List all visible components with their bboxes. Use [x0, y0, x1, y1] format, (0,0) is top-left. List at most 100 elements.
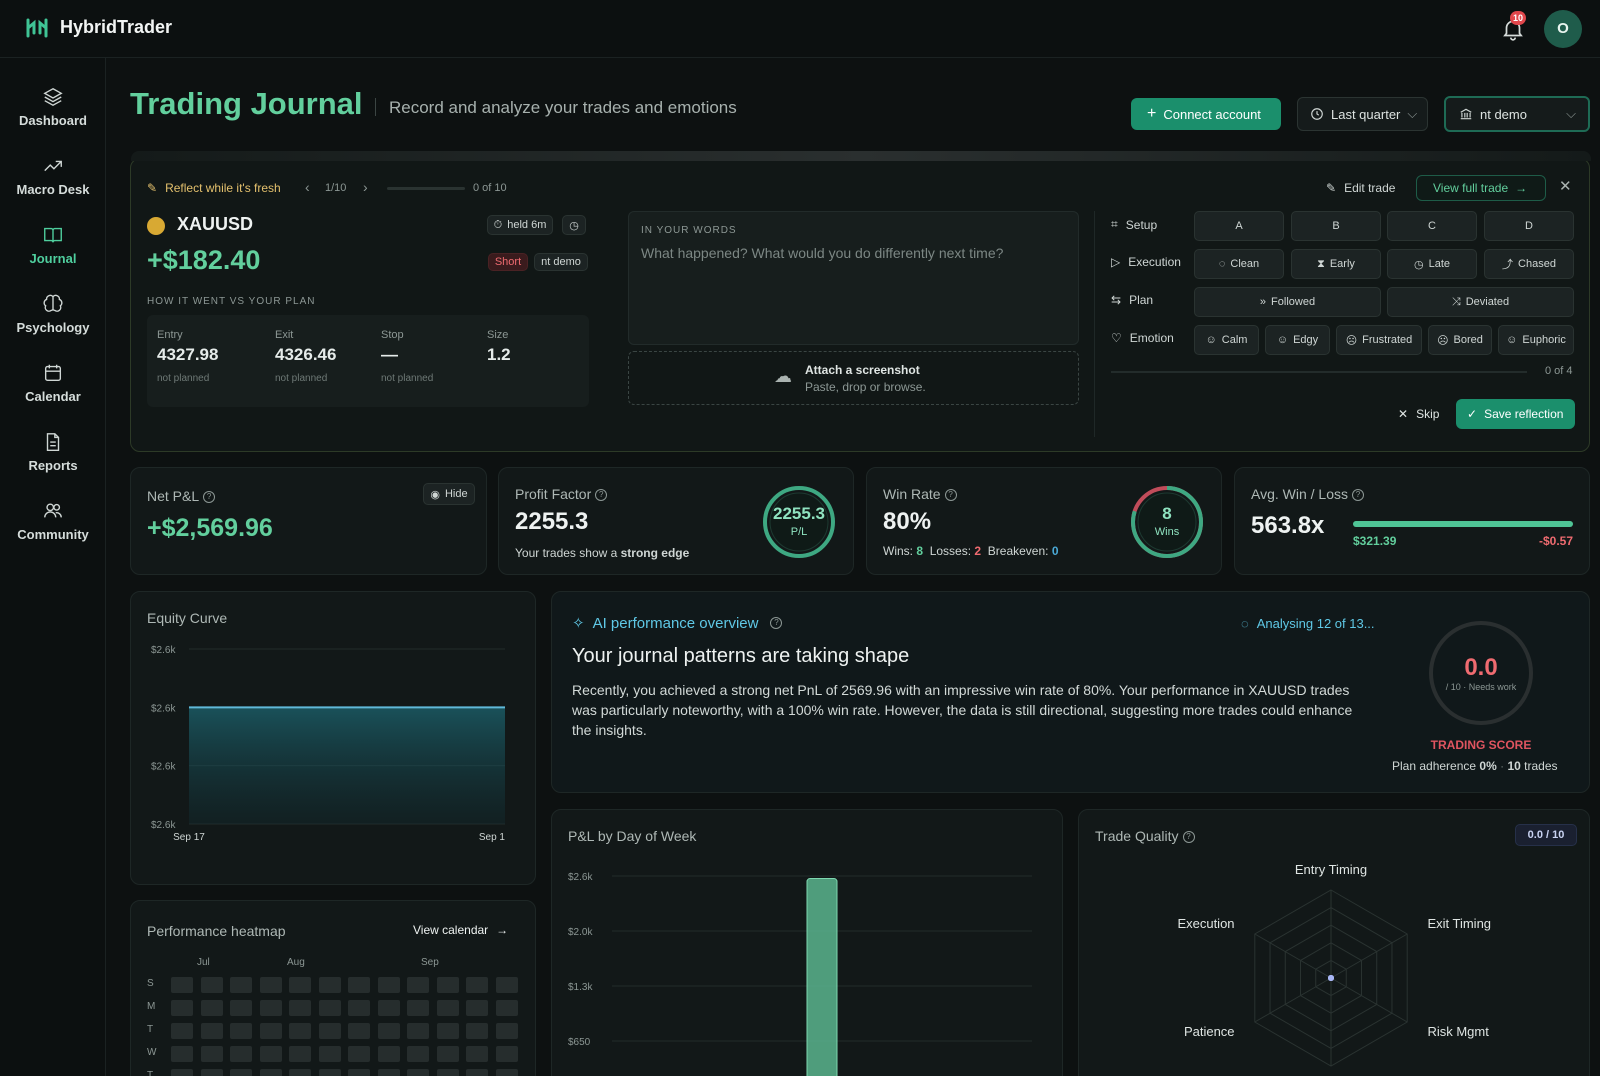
sidebar-item-reports[interactable]: Reports — [0, 431, 106, 491]
heatmap-cell[interactable] — [377, 1000, 400, 1016]
heatmap-cell[interactable] — [171, 1046, 193, 1062]
help-icon[interactable]: ? — [944, 489, 957, 502]
heatmap-cell[interactable] — [318, 1000, 341, 1016]
heatmap-cell[interactable] — [289, 1000, 311, 1016]
setup-option-d[interactable]: D — [1484, 211, 1574, 241]
view-calendar-link[interactable]: View calendar → — [413, 923, 508, 937]
chevron-right-icon[interactable]: › — [363, 179, 368, 195]
emotion-option-euphoric[interactable]: ☺ Euphoric — [1498, 325, 1574, 355]
sidebar-item-community[interactable]: Community — [0, 500, 106, 560]
edit-trade-button[interactable]: ✎ Edit trade — [1326, 181, 1395, 195]
heatmap-cell[interactable] — [289, 1046, 311, 1062]
heatmap-cell[interactable] — [289, 977, 311, 993]
heatmap-cell[interactable] — [230, 1000, 252, 1016]
heatmap-cell[interactable] — [230, 977, 252, 993]
heatmap-cell[interactable] — [200, 1046, 223, 1062]
heatmap-cell[interactable] — [407, 1046, 429, 1062]
heatmap-cell[interactable] — [466, 1023, 488, 1039]
skip-button[interactable]: ✕ Skip — [1398, 407, 1439, 421]
heatmap-cell[interactable] — [289, 1069, 311, 1076]
hide-button[interactable]: ◉ Hide — [423, 483, 475, 505]
sidebar-item-dashboard[interactable]: Dashboard — [0, 86, 106, 146]
heatmap-cell[interactable] — [200, 1000, 223, 1016]
clock-button[interactable]: ◷ — [562, 215, 586, 235]
help-icon[interactable]: ? — [203, 491, 216, 504]
heatmap-cell[interactable] — [259, 1069, 282, 1076]
heatmap-cell[interactable] — [318, 1046, 341, 1062]
heatmap-cell[interactable] — [466, 977, 488, 993]
heatmap-cell[interactable] — [495, 1046, 518, 1062]
heatmap-cell[interactable] — [407, 1069, 429, 1076]
heatmap-cell[interactable] — [259, 1046, 282, 1062]
heatmap-cell[interactable] — [495, 1069, 518, 1076]
avatar[interactable]: O — [1544, 10, 1582, 48]
heatmap-cell[interactable] — [377, 1023, 400, 1039]
heatmap-cell[interactable] — [348, 1069, 370, 1076]
heatmap-cell[interactable] — [289, 1023, 311, 1039]
heatmap-cell[interactable] — [436, 1069, 459, 1076]
heatmap-cell[interactable] — [348, 1046, 370, 1062]
heatmap-cell[interactable] — [436, 1000, 459, 1016]
heatmap-cell[interactable] — [259, 977, 282, 993]
period-select[interactable]: Last quarter ⌵ — [1297, 97, 1428, 131]
heatmap-cell[interactable] — [318, 977, 341, 993]
heatmap-cell[interactable] — [377, 1069, 400, 1076]
emotion-option-bored[interactable]: ☹ Bored — [1428, 325, 1492, 355]
heatmap-cell[interactable] — [348, 1023, 370, 1039]
heatmap-cell[interactable] — [348, 1000, 370, 1016]
execution-option-early[interactable]: ⧗ Early — [1291, 249, 1381, 279]
sidebar-item-psychology[interactable]: Psychology — [0, 293, 106, 353]
heatmap-cell[interactable] — [348, 977, 370, 993]
execution-option-chased[interactable]: ⤴ Chased — [1484, 249, 1574, 279]
heatmap-cell[interactable] — [436, 977, 459, 993]
heatmap-cell[interactable] — [495, 1023, 518, 1039]
emotion-option-frustrated[interactable]: ☹ Frustrated — [1336, 325, 1422, 355]
heatmap-cell[interactable] — [407, 1000, 429, 1016]
heatmap-cell[interactable] — [407, 1023, 429, 1039]
heatmap-cell[interactable] — [200, 1023, 223, 1039]
heatmap-cell[interactable] — [230, 1023, 252, 1039]
account-select[interactable]: nt demo ⌵ — [1444, 96, 1590, 132]
heatmap-cell[interactable] — [230, 1046, 252, 1062]
help-icon[interactable]: ? — [595, 489, 608, 502]
view-full-trade-button[interactable]: View full trade → — [1416, 175, 1546, 201]
attach-screenshot-dropzone[interactable]: ☁ Attach a screenshot Paste, drop or bro… — [628, 351, 1079, 405]
sidebar-item-macro-desk[interactable]: Macro Desk — [0, 155, 106, 215]
heatmap-cell[interactable] — [436, 1023, 459, 1039]
emotion-option-edgy[interactable]: ☺ Edgy — [1265, 325, 1330, 355]
heatmap-cell[interactable] — [171, 1000, 193, 1016]
heatmap-cell[interactable] — [466, 1046, 488, 1062]
heatmap-cell[interactable] — [259, 1000, 282, 1016]
help-icon[interactable]: ? — [770, 617, 783, 629]
heatmap-cell[interactable] — [200, 1069, 223, 1076]
heatmap-cell[interactable] — [436, 1046, 459, 1062]
sidebar-item-journal[interactable]: Journal — [0, 224, 106, 284]
chevron-left-icon[interactable]: ‹ — [305, 179, 310, 195]
setup-option-b[interactable]: B — [1291, 211, 1381, 241]
heatmap-cell[interactable] — [495, 977, 518, 993]
close-icon[interactable]: ✕ — [1559, 178, 1572, 195]
heatmap-cell[interactable] — [171, 1023, 193, 1039]
help-icon[interactable]: ? — [1352, 489, 1365, 502]
heatmap-cell[interactable] — [259, 1023, 282, 1039]
execution-option-late[interactable]: ◷ Late — [1387, 249, 1477, 279]
setup-option-c[interactable]: C — [1387, 211, 1477, 241]
heatmap-cell[interactable] — [318, 1023, 341, 1039]
heatmap-cell[interactable] — [377, 977, 400, 993]
heatmap-cell[interactable] — [495, 1000, 518, 1016]
heatmap-cell[interactable] — [466, 1069, 488, 1076]
heatmap-cell[interactable] — [377, 1046, 400, 1062]
emotion-option-calm[interactable]: ☺ Calm — [1194, 325, 1259, 355]
connect-account-button[interactable]: + Connect account — [1131, 98, 1281, 130]
heatmap-cell[interactable] — [318, 1069, 341, 1076]
heatmap-cell[interactable] — [407, 977, 429, 993]
heatmap-cell[interactable] — [230, 1069, 252, 1076]
heatmap-cell[interactable] — [466, 1000, 488, 1016]
sidebar-item-calendar[interactable]: Calendar — [0, 362, 106, 422]
app-logo[interactable]: HybridTrader — [26, 17, 172, 38]
execution-option-clean[interactable]: ◌ Clean — [1194, 249, 1284, 279]
plan-option-followed[interactable]: » Followed — [1194, 287, 1381, 317]
setup-option-a[interactable]: A — [1194, 211, 1284, 241]
heatmap-cell[interactable] — [171, 1069, 193, 1076]
heatmap-cell[interactable] — [171, 977, 193, 993]
